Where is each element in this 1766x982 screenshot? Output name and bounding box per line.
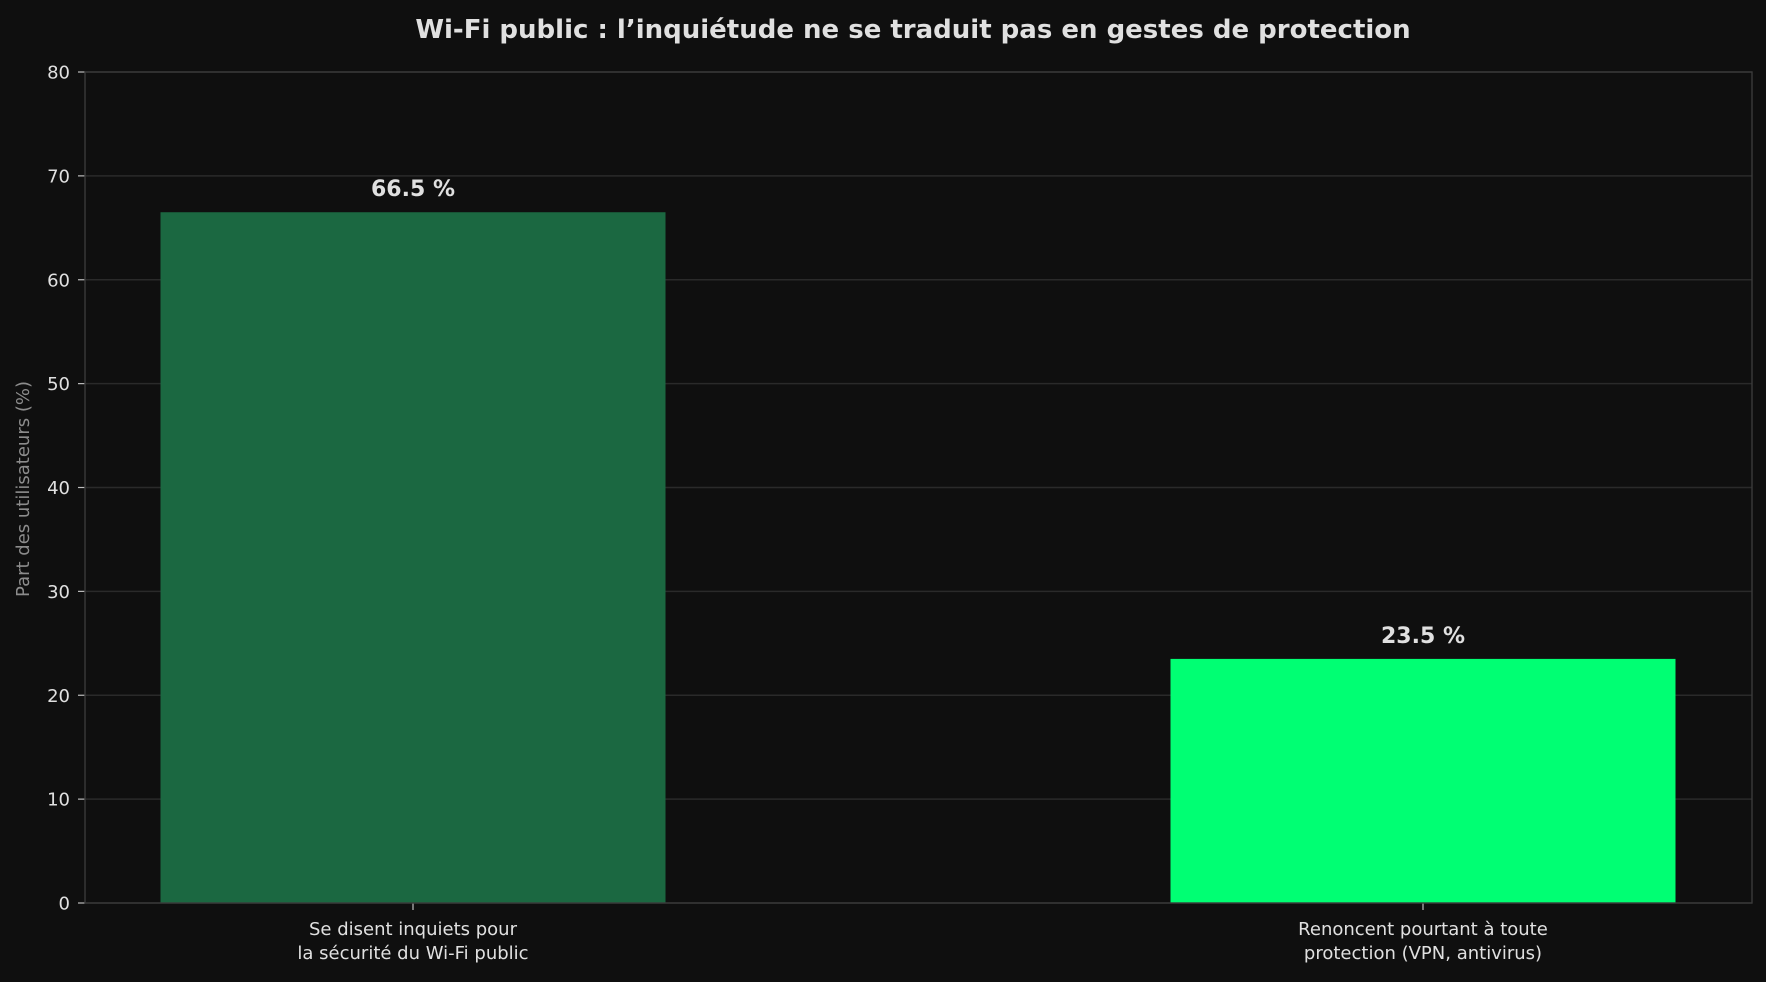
axes-layer	[78, 71, 1753, 910]
chart-title: Wi-Fi public : l’inquiétude ne se tradui…	[415, 15, 1410, 45]
y-tick-label-50: 50	[47, 374, 70, 395]
bar-2	[1170, 658, 1676, 903]
y-tick-label-60: 60	[47, 270, 70, 291]
y-tick-label-0: 0	[59, 894, 70, 915]
labels-layer: 0 10 20 30 40 50 60 70 80 66.5 % Se disent inquiet…	[47, 63, 1548, 965]
bar-1	[160, 212, 666, 903]
y-axis-label: Part des utilisateurs (%)	[13, 381, 34, 597]
x-tick-label-2: Renoncent pourtant à toute protection (VP…	[1298, 919, 1548, 964]
plot-frame	[84, 71, 1753, 904]
y-tick-label-70: 70	[47, 166, 70, 187]
bars-layer	[160, 212, 1676, 903]
data-label-2: 23.5 %	[1381, 624, 1465, 649]
data-label-1: 66.5 %	[371, 177, 455, 202]
y-tick-label-80: 80	[47, 63, 70, 84]
x-tick-label-1: Se disent inquiets pour la sécurité du Wi…	[297, 919, 528, 964]
y-tick-label-10: 10	[47, 790, 70, 811]
y-tick-label-30: 30	[47, 582, 70, 603]
y-tick-label-20: 20	[47, 686, 70, 707]
y-tick-label-40: 40	[47, 478, 70, 499]
